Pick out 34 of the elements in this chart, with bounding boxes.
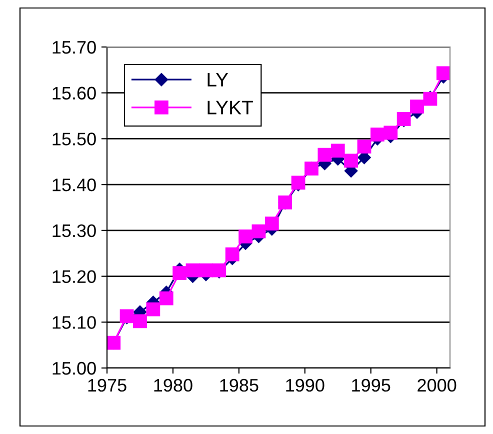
x-tick-label: 1975	[88, 378, 126, 392]
point	[330, 144, 345, 158]
y-tick-label: 15.00	[52, 362, 96, 375]
point	[410, 100, 424, 114]
x-tick-label: 1995	[352, 378, 390, 392]
point	[225, 247, 240, 262]
point	[172, 266, 187, 280]
x-tick-label: 1985	[220, 378, 258, 392]
y-tick-label: 15.60	[52, 86, 96, 100]
point	[344, 154, 358, 168]
point	[370, 128, 384, 142]
point	[159, 291, 174, 306]
point	[133, 314, 147, 328]
legend-label: LY	[208, 72, 228, 86]
y-tick-label: 15.30	[52, 224, 96, 238]
point	[198, 263, 213, 278]
point	[238, 229, 252, 244]
y-tick-label: 15.20	[52, 270, 96, 284]
legend-label: LYKT	[208, 100, 253, 114]
point	[436, 66, 450, 80]
point	[146, 302, 160, 316]
point	[186, 263, 200, 278]
point	[357, 140, 372, 154]
x-tick-label: 1980	[154, 378, 192, 392]
point	[318, 148, 332, 162]
y-tick-label: 15.10	[52, 316, 96, 329]
point	[252, 224, 266, 238]
point	[384, 126, 398, 140]
y-tick-label: 15.40	[52, 178, 96, 192]
point	[264, 216, 279, 230]
y-tick-label: 15.70	[52, 40, 96, 54]
y-tick-label: 15.50	[52, 132, 96, 146]
x-tick-label: 2000	[418, 378, 456, 392]
x-tick-label: 1990	[286, 378, 324, 392]
